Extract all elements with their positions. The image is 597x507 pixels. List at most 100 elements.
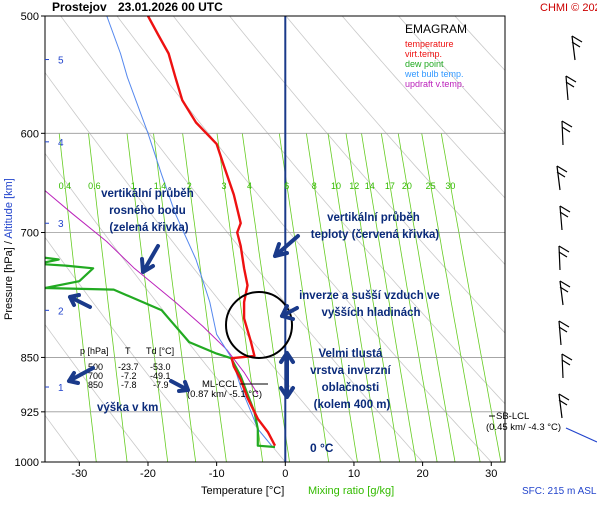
annotation-thick-line-2: vrstva inverzní [310, 365, 391, 377]
station-name: Prostejov [52, 0, 107, 14]
pressure-tick-label: 500 [21, 11, 39, 23]
annotation-temp: vertikální průběh teploty (červená křivk… [311, 212, 440, 241]
wind-barb-shaft [561, 120, 564, 146]
table-row-1-td: -49.1 [150, 371, 171, 381]
wind-barb [556, 165, 568, 191]
sfc-label: SFC: 215 m ASL [522, 486, 597, 497]
temperature-tick-label: 0 [282, 468, 288, 480]
wind-barb [558, 393, 570, 419]
wind-barb-flag [561, 353, 573, 361]
mixing-ratio-label: 2 [187, 181, 192, 191]
annotation-temp-line-1: vertikální průběh [327, 212, 420, 224]
temperature-tick-label: 30 [485, 468, 497, 480]
arrow-temp [273, 234, 300, 258]
mixing-ratio-line [440, 133, 502, 462]
arrow-table [169, 379, 190, 393]
mixing-ratio-line [58, 133, 97, 462]
dry-adiabat-line [116, 16, 492, 462]
wind-barb-shaft [556, 165, 561, 191]
plot-area [45, 16, 597, 462]
arrow-thick [279, 351, 295, 399]
mixing-ratio-label: 12 [349, 181, 359, 191]
temperature-tick-label: -20 [140, 468, 156, 480]
mixing-ratio-label: 25 [426, 181, 436, 191]
wind-barb-shaft [565, 75, 569, 101]
wind-barb-flag [559, 286, 569, 293]
wind-barb-shaft [561, 353, 564, 379]
annotation-arrows [67, 234, 300, 399]
dew-point-curve [45, 256, 276, 449]
pressure-tick-label: 925 [21, 407, 39, 419]
mixing-ratio-label: 8 [312, 181, 317, 191]
wind-barb [565, 75, 577, 101]
grid-layer [45, 16, 597, 462]
wind-barb-flag [556, 171, 566, 178]
credit: CHMI © 2026 [540, 2, 597, 14]
surface-wind-line [565, 427, 597, 443]
annotation-dew-line-2: rosného bodu [109, 205, 186, 217]
table-header-p: p [hPa] [80, 346, 109, 356]
table-row-2-t: -7.8 [121, 380, 137, 390]
legend-title: EMAGRAM [405, 22, 467, 36]
mixing-ratio-label: 20 [402, 181, 412, 191]
inversion-circle [225, 291, 293, 359]
wind-barb-flag [561, 126, 571, 133]
annotation-altitude: výška v km [97, 402, 158, 414]
altitude-tick-label: 3 [58, 219, 64, 230]
mixing-ratio-label: 14 [365, 181, 375, 191]
wind-barb [558, 320, 570, 346]
table-row-1-p: 700 [88, 371, 103, 381]
table-row-1-t: -7.2 [121, 371, 137, 381]
mixing-ratio-line [327, 133, 381, 462]
mixing-ratio-line [380, 133, 438, 462]
updraft-curve [45, 189, 259, 395]
wind-barbs [556, 35, 597, 443]
pressure-tick-label: 850 [21, 352, 39, 364]
pressure-tick-label: 700 [21, 228, 39, 240]
wind-barb-flag [559, 280, 571, 288]
wind-barb-flag [559, 211, 569, 218]
dry-adiabat-line [398, 16, 505, 134]
mixing-ratio-label: 6 [284, 181, 289, 191]
table-row-2-p: 850 [88, 380, 103, 390]
annotations: vertikální průběh rosného bodu (zelená k… [67, 188, 440, 414]
wind-barb-flag [558, 326, 568, 333]
dry-adiabat-line [45, 152, 286, 462]
wind-barb-flag [571, 41, 581, 48]
wind-barb-flag [558, 399, 568, 406]
dry-adiabat-line [454, 16, 505, 72]
mixing-ratio-line [153, 133, 197, 462]
wind-barb-flag [558, 251, 568, 258]
wind-barb-flag [565, 81, 575, 88]
legend-virt-temp: virt.temp. [405, 49, 442, 59]
annotation-thick-line-1: Velmi tlustá [318, 348, 383, 360]
pressure-tick-label: 1000 [15, 457, 39, 469]
temperature-tick-label: 20 [416, 468, 428, 480]
annotation-dew-line-1: vertikální průběh [101, 188, 194, 200]
annotation-thick-line-3: oblačnosti [322, 382, 380, 394]
wind-barb-flag [571, 35, 583, 43]
legend-temperature: temperature [405, 39, 454, 49]
mixing-ratio-label: 3 [221, 181, 226, 191]
annotation-thick: Velmi tlustá vrstva inverzní oblačnosti … [310, 348, 394, 411]
wind-barb [559, 280, 571, 306]
dry-adiabat-line [511, 16, 597, 462]
table-header-td: Td [°C] [146, 346, 174, 356]
dry-adiabat-line [229, 16, 505, 334]
wind-barb-shaft [558, 393, 563, 419]
datetime: 23.01.2026 00 UTC [118, 0, 223, 14]
mixing-ratio-line [397, 133, 456, 462]
table-row-0-td: -53.0 [150, 362, 171, 372]
dry-adiabat-line [60, 16, 423, 462]
wind-barb-flag [561, 120, 573, 128]
lcl-value: (0.45 km/ -4.3 °C) [486, 422, 561, 433]
arrow-altitude-upper [68, 293, 92, 309]
table-row-0-t: -23.7 [118, 362, 139, 372]
temperature-tick-label: -10 [209, 468, 225, 480]
mixing-ratio-label: 10 [331, 181, 341, 191]
curves-layer [45, 16, 277, 449]
ccl-label: ML-CCL [202, 379, 237, 390]
mixing-ratio-label: 0.6 [88, 181, 101, 191]
annotation-temp-line-2: teploty (červená křivka) [311, 229, 440, 241]
wind-barb-flag [556, 165, 568, 173]
